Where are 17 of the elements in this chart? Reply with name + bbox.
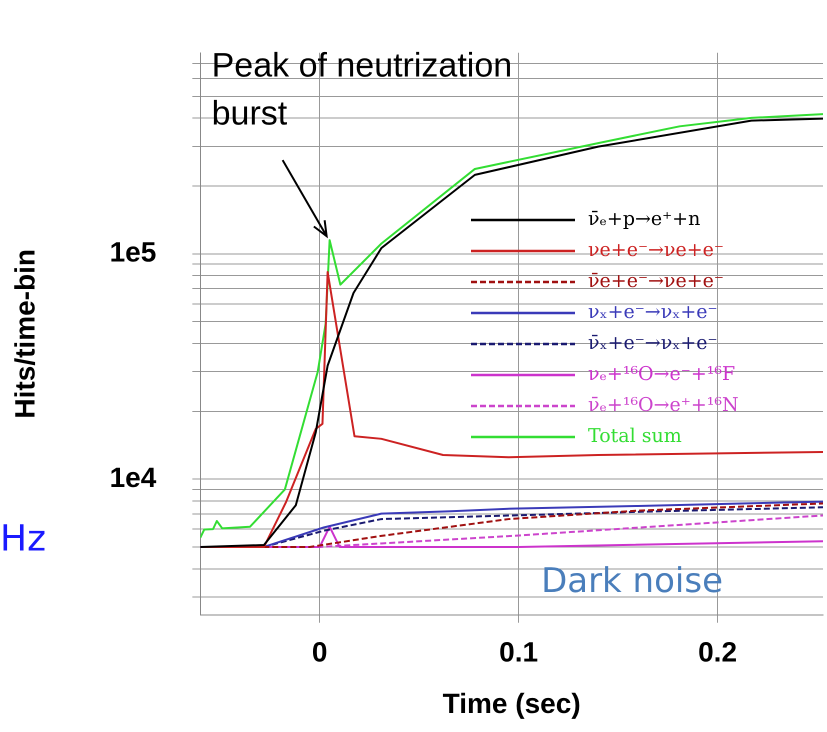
text: Hz (0, 518, 46, 560)
text: ν̄ₓ+e⁻→νₓ+e⁻ (588, 332, 718, 354)
x-tick-label: 0.2 (698, 636, 738, 668)
text: ν̄ₑ+p→e⁺+n (588, 208, 700, 230)
y-tick-label: 1e5 (110, 236, 156, 268)
x-tick-label: 0 (312, 636, 328, 668)
text: ν̄e+e⁻→νe+e⁻ (588, 270, 724, 292)
text: νₓ+e⁻→νₓ+e⁻ (588, 300, 718, 323)
text: Total sum (588, 424, 682, 447)
text: ν̄ₑ+¹⁶O→e⁺+¹⁶N (588, 394, 739, 416)
x-tick-label: 0.1 (499, 636, 538, 668)
x-axis-title: Time (sec) (442, 688, 581, 719)
text: νe+e⁻→νe+e⁻ (588, 238, 724, 261)
y-axis-title: Hits/time-bin (10, 249, 41, 419)
text: νₑ+¹⁶O→e⁻+¹⁶F (588, 362, 736, 385)
y-tick-label: 1e4 (110, 462, 157, 493)
annotation: Peak of neutrization burst (212, 46, 512, 133)
